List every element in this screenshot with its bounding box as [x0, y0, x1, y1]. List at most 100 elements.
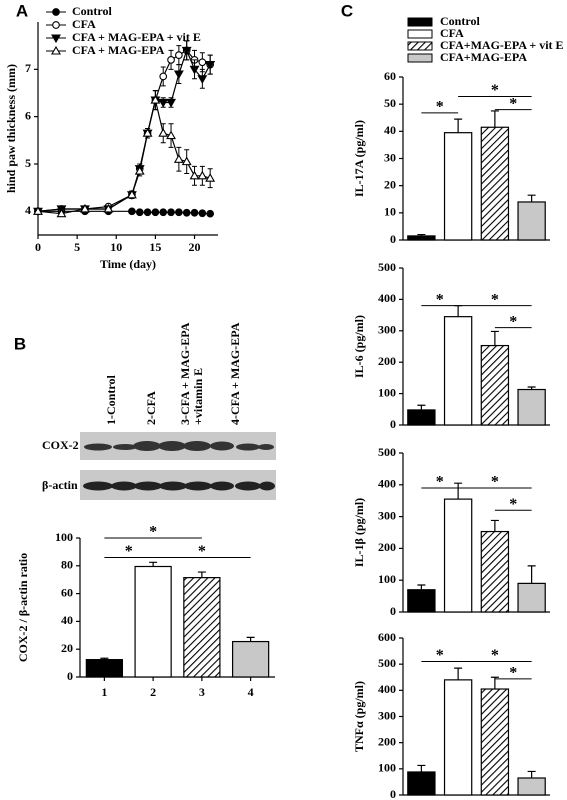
bar: [517, 201, 546, 241]
error-bar: [527, 194, 536, 202]
marker: [175, 208, 183, 217]
y-tick-label: 300: [378, 323, 396, 337]
lane-label: 2-CFA: [144, 391, 158, 425]
marker: [167, 208, 175, 217]
significance-star: *: [436, 474, 444, 491]
y-tick-label: 10: [384, 205, 396, 219]
y-axis-label: IL-1β (pg/ml): [352, 498, 366, 567]
x-tick-label: 5: [74, 240, 80, 254]
y-tick-label: 400: [378, 477, 396, 491]
y-tick-label: 0: [390, 232, 396, 246]
significance-star: *: [509, 95, 517, 112]
y-tick-label: 500: [378, 260, 396, 274]
marker: [206, 209, 215, 218]
error-bar: [417, 404, 426, 410]
bar: [407, 235, 436, 241]
y-tick-label: 60: [384, 69, 396, 83]
error-bar: [417, 584, 426, 590]
marker: [181, 156, 192, 166]
error-bar: [490, 519, 499, 532]
bar: [443, 679, 473, 796]
marker: [135, 208, 144, 217]
y-axis-label: IL-6 (pg/ml): [352, 315, 366, 378]
y-tick-label: 4: [25, 203, 31, 217]
bar: [480, 688, 510, 796]
actin-bands: [83, 481, 275, 491]
marker: [197, 75, 208, 84]
error-bar: [490, 330, 499, 346]
significance-star: *: [436, 99, 444, 116]
marker: [189, 65, 200, 75]
marker: [158, 128, 169, 137]
x-tick-label: 0: [35, 240, 41, 254]
bar: [443, 498, 473, 613]
y-tick-label: 6: [25, 108, 31, 122]
lane-label: 3-CFA + MAG-EPA: [178, 322, 192, 425]
marker: [134, 165, 145, 175]
legend-swatch: [407, 53, 433, 63]
bar: [480, 344, 510, 426]
y-tick-label: 0: [67, 669, 73, 683]
bar: [231, 640, 270, 678]
y-tick-label: 7: [25, 61, 31, 75]
marker: [51, 45, 61, 55]
significance-star: *: [436, 291, 444, 308]
marker: [51, 34, 61, 44]
y-tick-label: 100: [55, 530, 73, 544]
lane-label: 1-Control: [104, 375, 118, 425]
x-tick-label: 3: [199, 685, 205, 699]
y-tick-label: 0: [390, 417, 396, 431]
marker: [159, 208, 168, 217]
x-tick-label: 4: [248, 685, 254, 699]
y-tick-label: 200: [378, 734, 396, 748]
bar: [85, 659, 124, 678]
significance-star: *: [491, 291, 499, 308]
x-tick-label: 2: [150, 685, 156, 699]
bar: [480, 530, 510, 613]
bar: [517, 582, 546, 613]
legend-label: Control: [440, 14, 480, 28]
marker: [151, 208, 160, 217]
marker: [181, 46, 192, 56]
y-tick-label: 400: [378, 291, 396, 305]
marker: [198, 58, 207, 67]
legend-label: CFA + MAG-EPA: [72, 43, 165, 57]
significance-star: *: [436, 647, 444, 664]
legend-label: CFA: [440, 26, 464, 40]
marker: [175, 51, 183, 59]
bar: [517, 777, 546, 796]
series-line: [37, 48, 211, 212]
marker: [126, 189, 137, 199]
bar: [443, 132, 473, 241]
y-tick-label: 100: [378, 761, 396, 775]
marker: [197, 170, 208, 180]
bar: [443, 316, 473, 426]
series-line: [37, 99, 211, 215]
y-axis-label: TNFα (pg/ml): [352, 681, 366, 752]
error-bar: [417, 764, 426, 772]
error-bar: [149, 561, 158, 567]
marker: [52, 8, 60, 16]
legend-label: CFA+MAG-EPA + vit E: [440, 38, 564, 52]
y-tick-label: 500: [378, 445, 396, 459]
y-tick-label: 100: [378, 385, 396, 399]
error-bar: [454, 118, 463, 133]
marker: [33, 206, 43, 215]
x-tick-label: 1: [101, 685, 107, 699]
legend-label: CFA: [72, 17, 96, 31]
panel-letter: A: [16, 1, 28, 20]
bar: [407, 409, 436, 426]
y-tick-label: 40: [61, 613, 73, 627]
legend-swatch: [407, 29, 433, 39]
marker: [198, 209, 207, 218]
y-tick-label: 300: [378, 508, 396, 522]
y-tick-label: 200: [378, 540, 396, 554]
bar: [183, 577, 221, 678]
marker: [166, 130, 176, 140]
y-tick-label: 500: [378, 656, 396, 670]
marker: [205, 61, 216, 70]
y-axis-label: IL-17A (pg/ml): [352, 120, 366, 197]
error-bar: [246, 636, 255, 642]
x-axis-label: Time (day): [100, 257, 156, 271]
cox2-bands: [84, 441, 274, 451]
